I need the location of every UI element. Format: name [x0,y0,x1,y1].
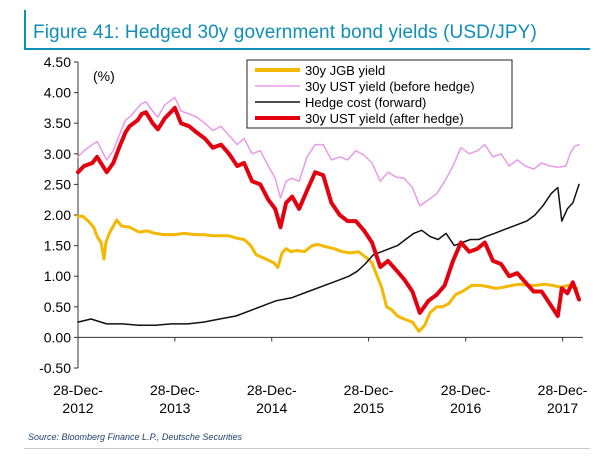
axes-layer: 4.50 4.00 3.50 3.00 2.50 2.00 1.50 1.00 0.50 0.00… [39,54,588,416]
x-tick-label: 2012 [62,400,93,416]
y-tick-label: 2.00 [44,207,71,223]
x-tick-label: 28-Dec- [441,382,491,398]
legend-ust-before-label: 30y UST yield (before hedge) [305,79,475,94]
jgb-yield-line [76,214,579,333]
y-axis-label: (%) [93,68,115,84]
y-tick-label: 4.50 [44,54,71,70]
x-tick-label: 28-Dec- [150,382,200,398]
bottom-rule [24,448,590,449]
ust-after-hedge-line [76,105,581,318]
legend-hedge-cost-label: Hedge cost (forward) [305,95,426,110]
ust-before-hedge-line [77,96,580,207]
source-note: Source: Bloomberg Finance L.P., Deutsche… [28,432,242,442]
x-tick-label: 2015 [353,400,384,416]
legend-jgb-label: 30y JGB yield [305,63,385,78]
title-rule [24,48,590,50]
x-tick-label: 28-Dec- [344,382,394,398]
line-chart: 4.50 4.00 3.50 3.00 2.50 2.00 1.50 1.00 0.50 0.00… [39,54,588,416]
x-tick-label: 28-Dec- [538,382,588,398]
figure-title: Figure 41: Hedged 30y government bond yi… [33,22,537,43]
y-tick-label: 2.50 [44,176,71,192]
title-left-accent [24,10,26,49]
x-tick-label: 2013 [159,400,190,416]
x-tick-label: 2017 [547,400,578,416]
y-tick-label: 4.00 [44,85,71,101]
y-tick-label: 3.50 [44,115,71,131]
x-tick-label: 2014 [256,400,287,416]
legend-ust-after-label: 30y UST yield (after hedge) [305,111,464,126]
x-tick-label: 28-Dec- [53,382,103,398]
y-tick-label: 1.50 [44,238,71,254]
x-tick-label: 28-Dec- [247,382,297,398]
y-tick-label: -0.50 [39,360,71,376]
hedge-cost-line [77,183,580,326]
y-tick-label: 0.50 [44,299,71,315]
y-tick-label: 0.00 [44,329,71,345]
y-tick-label: 1.00 [44,268,71,284]
y-tick-label: 3.00 [44,146,71,162]
series-layer [76,96,581,333]
x-tick-label: 2016 [450,400,481,416]
